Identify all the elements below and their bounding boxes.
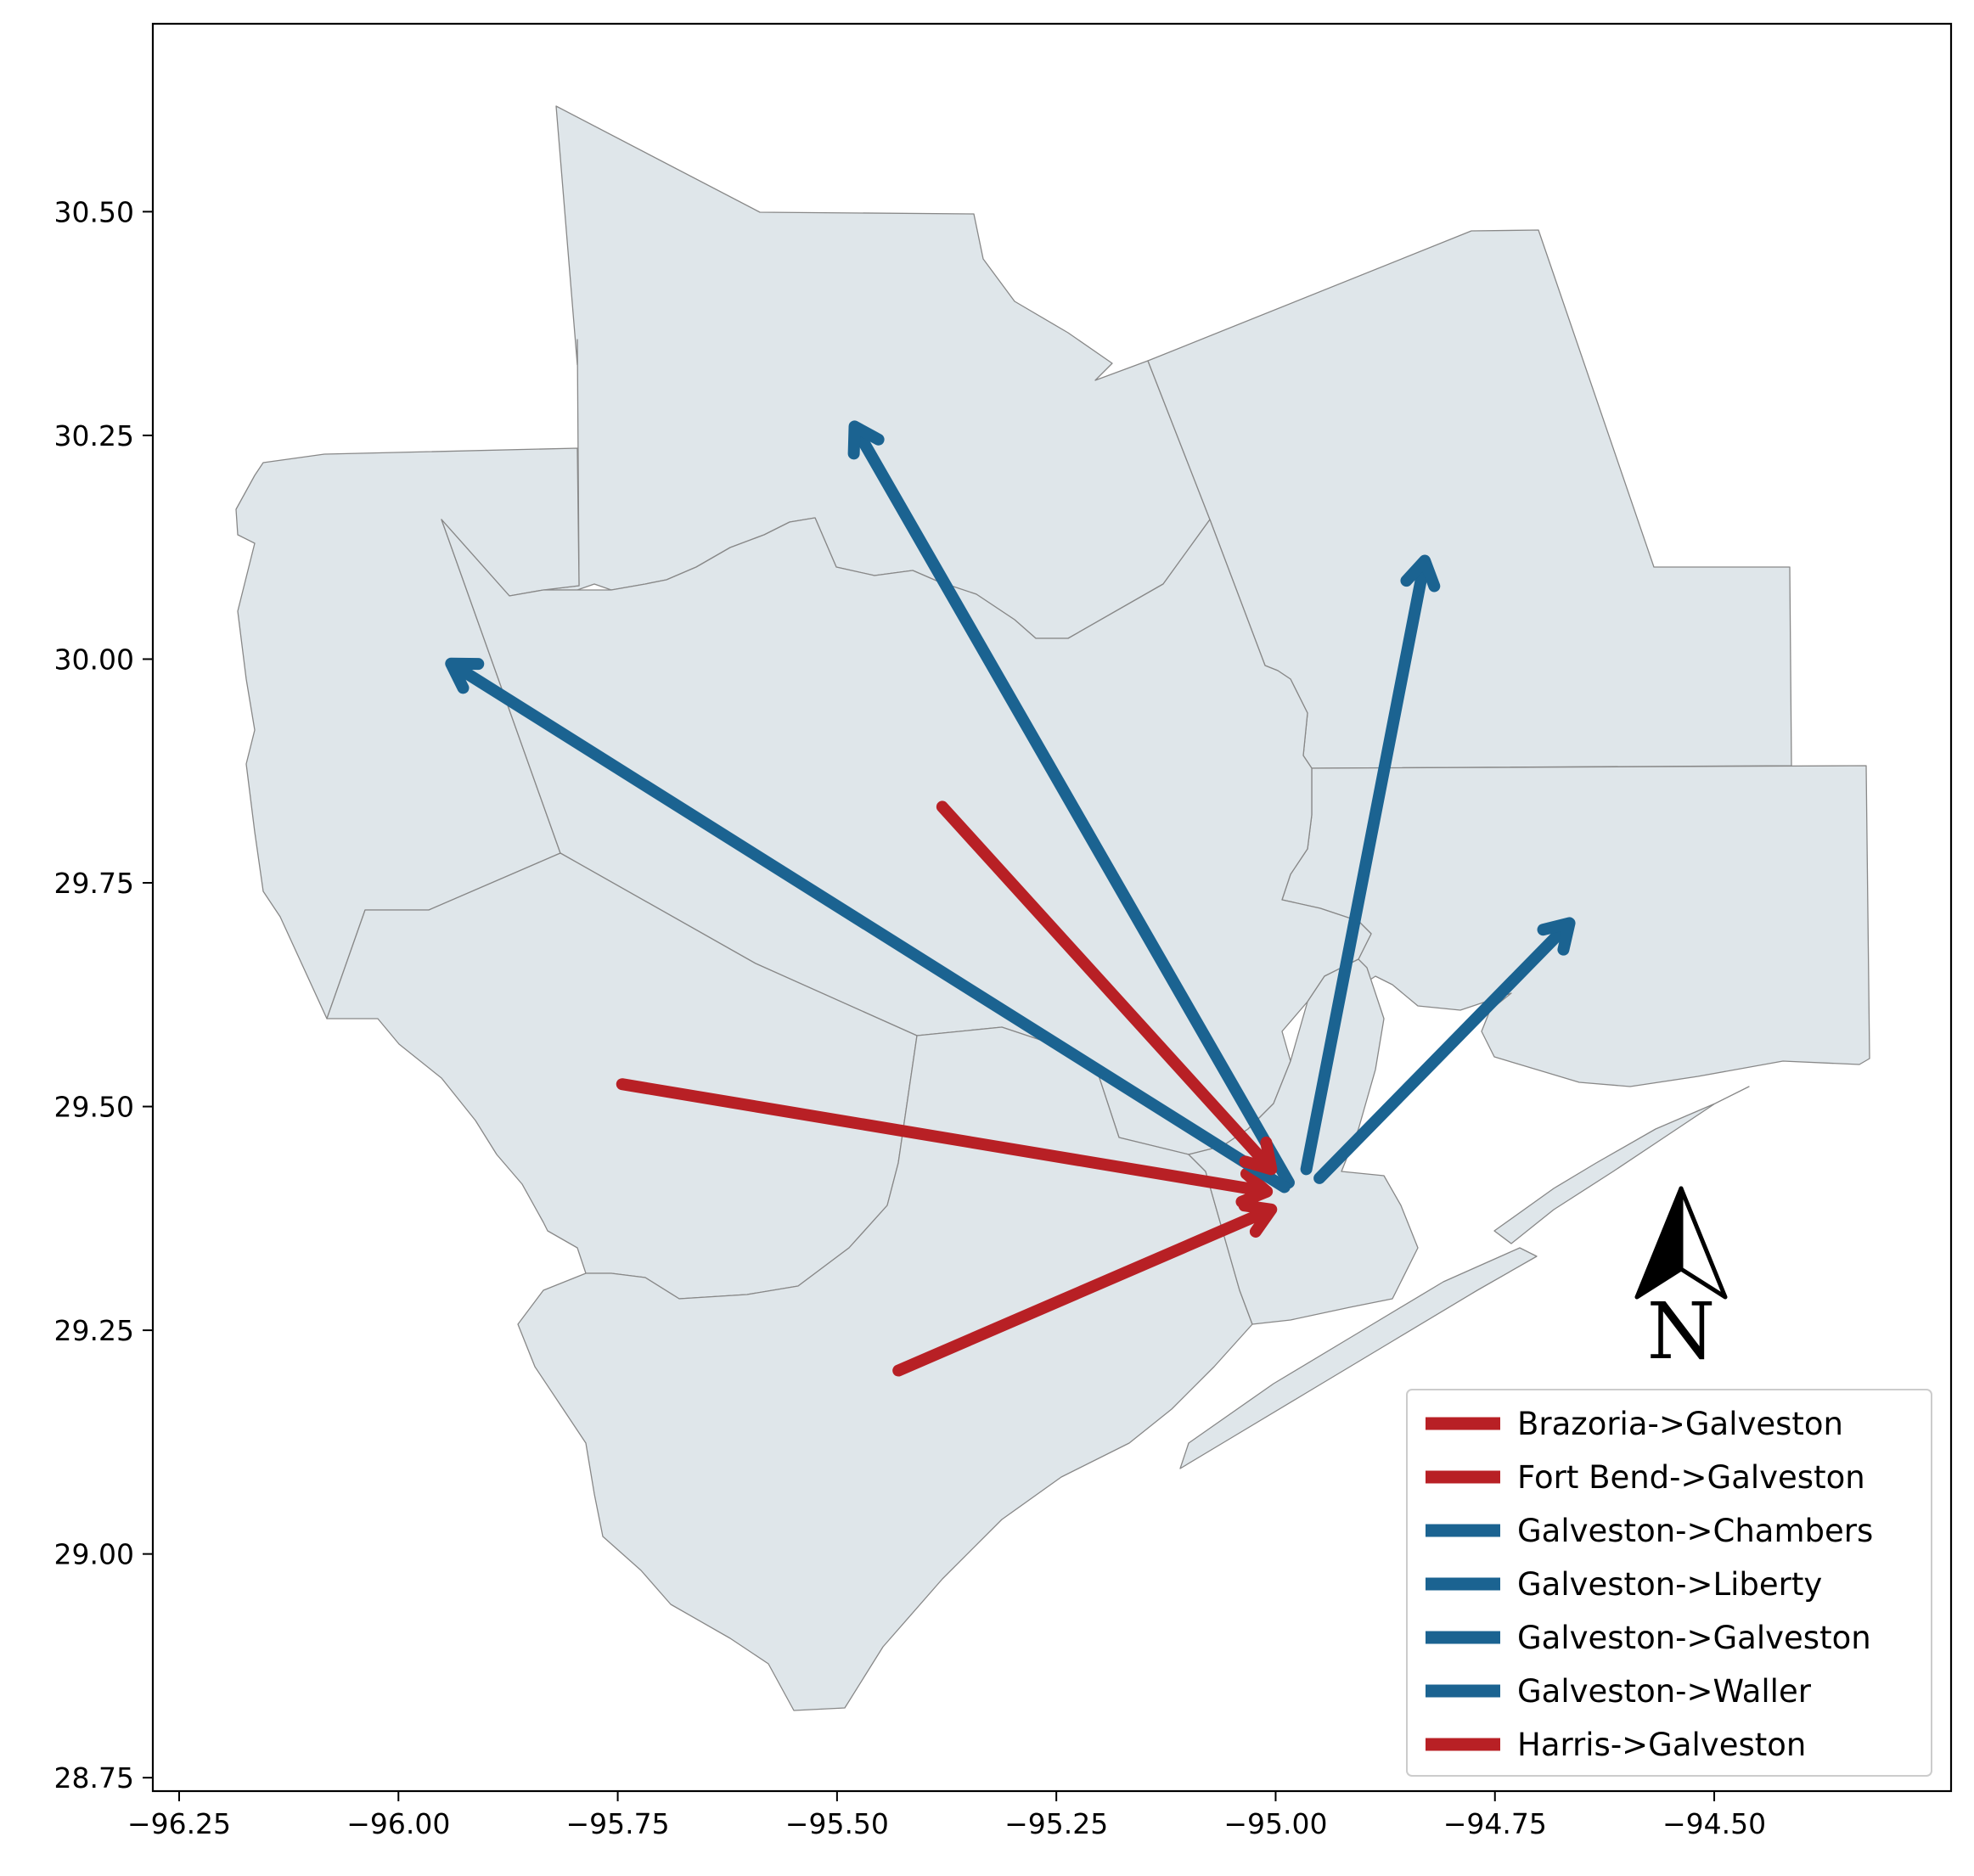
flow-arrow-head <box>445 657 485 694</box>
x-tick-label: −94.50 <box>1662 1807 1766 1840</box>
north-arrow-right-half <box>1679 1186 1728 1300</box>
north-arrow-left-half <box>1634 1186 1684 1300</box>
y-tick-label: 29.75 <box>54 867 134 900</box>
flow-arrow <box>445 657 1291 1194</box>
legend-label: Galveston->Waller <box>1517 1673 1812 1710</box>
y-tick-label: 30.25 <box>54 419 134 452</box>
legend-label: Galveston->Galveston <box>1517 1620 1871 1656</box>
flow-arrows <box>445 420 1576 1377</box>
flow-arrow <box>616 1078 1274 1208</box>
flow-arrow-head <box>847 420 885 460</box>
x-tick-label: −95.25 <box>1004 1807 1108 1840</box>
y-tick-label: 29.00 <box>54 1538 134 1571</box>
x-tick-label: −96.25 <box>127 1807 231 1840</box>
flow-arrow-head <box>1537 917 1576 956</box>
county-galveston <box>1188 958 1419 1325</box>
legend-label: Galveston->Liberty <box>1517 1566 1822 1603</box>
plot-frame <box>151 22 1953 1793</box>
bolivar-peninsula <box>1493 1086 1750 1244</box>
galveston-island <box>1179 1247 1538 1469</box>
flow-arrow <box>1300 554 1441 1176</box>
flow-arrow-head <box>1235 1167 1274 1208</box>
axes: −96.25 −96.00 −95.75 −95.50 −95.25 −95.00 −94.… <box>54 22 1953 1840</box>
legend-label: Galveston->Chambers <box>1517 1513 1873 1549</box>
north-letter: N <box>1647 1286 1716 1377</box>
flow-arrow-head <box>1239 1136 1278 1176</box>
flow-arrow <box>892 1199 1278 1377</box>
flow-arrow <box>1313 917 1576 1184</box>
flow-arrow-head <box>1238 1199 1278 1238</box>
y-tick-label: 29.25 <box>54 1314 134 1347</box>
legend-label: Fort Bend->Galveston <box>1517 1459 1865 1496</box>
county-waller <box>235 447 580 1019</box>
y-tick-label: 30.00 <box>54 643 134 676</box>
x-tick-label: −96.00 <box>346 1807 450 1840</box>
x-tick-label: −95.00 <box>1223 1807 1327 1840</box>
legend-label: Harris->Galveston <box>1517 1727 1806 1763</box>
legend-box <box>1406 1389 1932 1777</box>
north-arrow: N <box>1634 1186 1728 1377</box>
county-montgomery <box>543 105 1211 639</box>
x-tick-label: −95.75 <box>566 1807 670 1840</box>
y-tick-label: 30.50 <box>54 195 134 228</box>
legend-label: Brazoria->Galveston <box>1517 1406 1843 1442</box>
y-tick-label: 29.50 <box>54 1091 134 1124</box>
y-tick-label: 28.75 <box>54 1761 134 1795</box>
flow-arrow <box>936 800 1278 1176</box>
legend: Brazoria->Galveston Fort Bend->Galveston G… <box>1406 1389 1932 1777</box>
county-regions <box>235 105 1870 1711</box>
x-tick-label: −94.75 <box>1443 1807 1547 1840</box>
flow-arrow-head <box>1400 554 1441 593</box>
x-tick-label: −95.50 <box>785 1807 889 1840</box>
flow-arrow <box>847 420 1295 1189</box>
